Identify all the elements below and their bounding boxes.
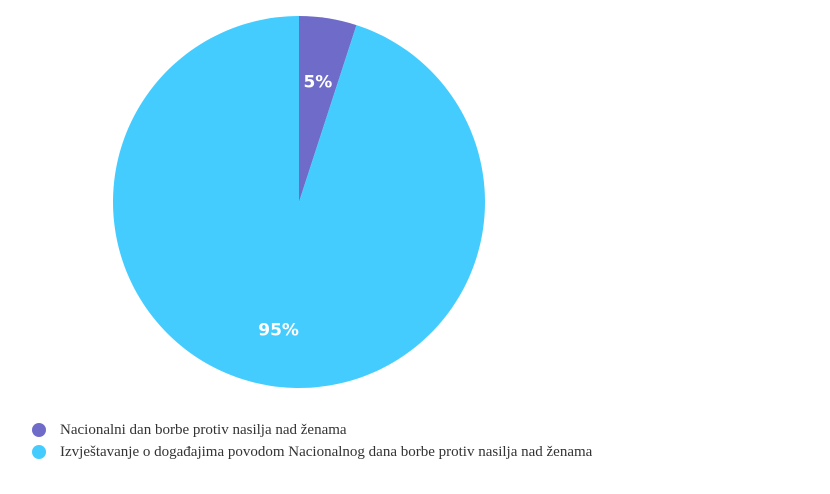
legend-marker-1 xyxy=(32,445,46,459)
legend-item[interactable]: Izvještavanje o događajima povodom Nacio… xyxy=(32,441,822,463)
legend-label-0: Nacionalni dan borbe protiv nasilja nad … xyxy=(60,421,347,438)
legend-item[interactable]: Nacionalni dan borbe protiv nasilja nad … xyxy=(32,419,822,441)
legend-label-1: Izvještavanje o događajima povodom Nacio… xyxy=(60,443,593,460)
pie-slice-1[interactable] xyxy=(112,16,486,389)
legend-marker-0 xyxy=(32,423,46,437)
legend: Nacionalni dan borbe protiv nasilja nad … xyxy=(32,419,822,463)
pie-slice-label-1: 95% xyxy=(258,321,299,341)
pie-slice-label-0: 5% xyxy=(303,73,332,93)
pie-slice-0[interactable] xyxy=(299,16,357,202)
pie-svg: 5% 95% xyxy=(112,16,486,389)
